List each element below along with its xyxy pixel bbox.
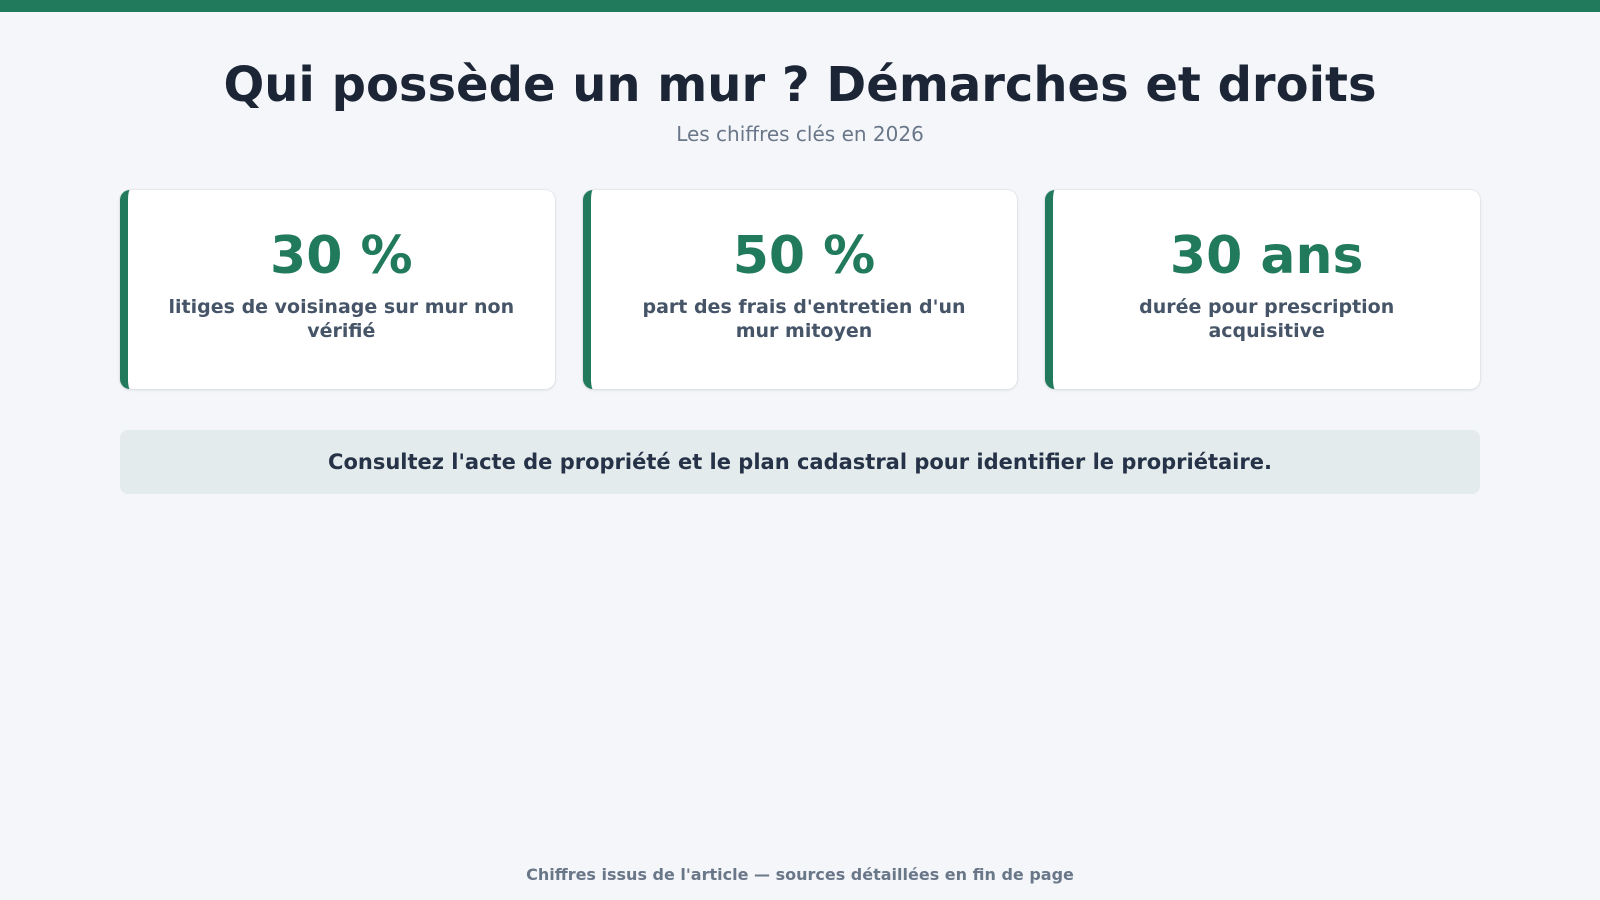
stat-cards: 30 % litiges de voisinage sur mur non vé… [120,190,1481,389]
stat-card-disputes: 30 % litiges de voisinage sur mur non vé… [120,190,555,389]
advice-text: Consultez l'acte de propriété et le plan… [328,450,1272,474]
stat-card-prescription-duration: 30 ans durée pour prescription acquisiti… [1045,190,1481,389]
page-subtitle: Les chiffres clés en 2026 [676,122,924,146]
stat-value: 50 % [732,226,876,286]
page-title: Qui possède un mur ? Démarches et droits [223,57,1377,113]
stat-label: durée pour prescription acquisitive [1139,296,1395,342]
stat-value: 30 % [270,226,413,286]
top-accent-bar [0,0,1600,12]
stat-label: part des frais d'entretien d'un mur mito… [642,296,966,342]
advice-banner: Consultez l'acte de propriété et le plan… [120,430,1480,494]
footer-note: Chiffres issus de l'article — sources dé… [526,865,1074,884]
stat-value: 30 ans [1169,226,1364,286]
stat-label: litiges de voisinage sur mur non vérifié [168,296,515,342]
stat-card-maintenance-share: 50 % part des frais d'entretien d'un mur… [582,190,1018,389]
